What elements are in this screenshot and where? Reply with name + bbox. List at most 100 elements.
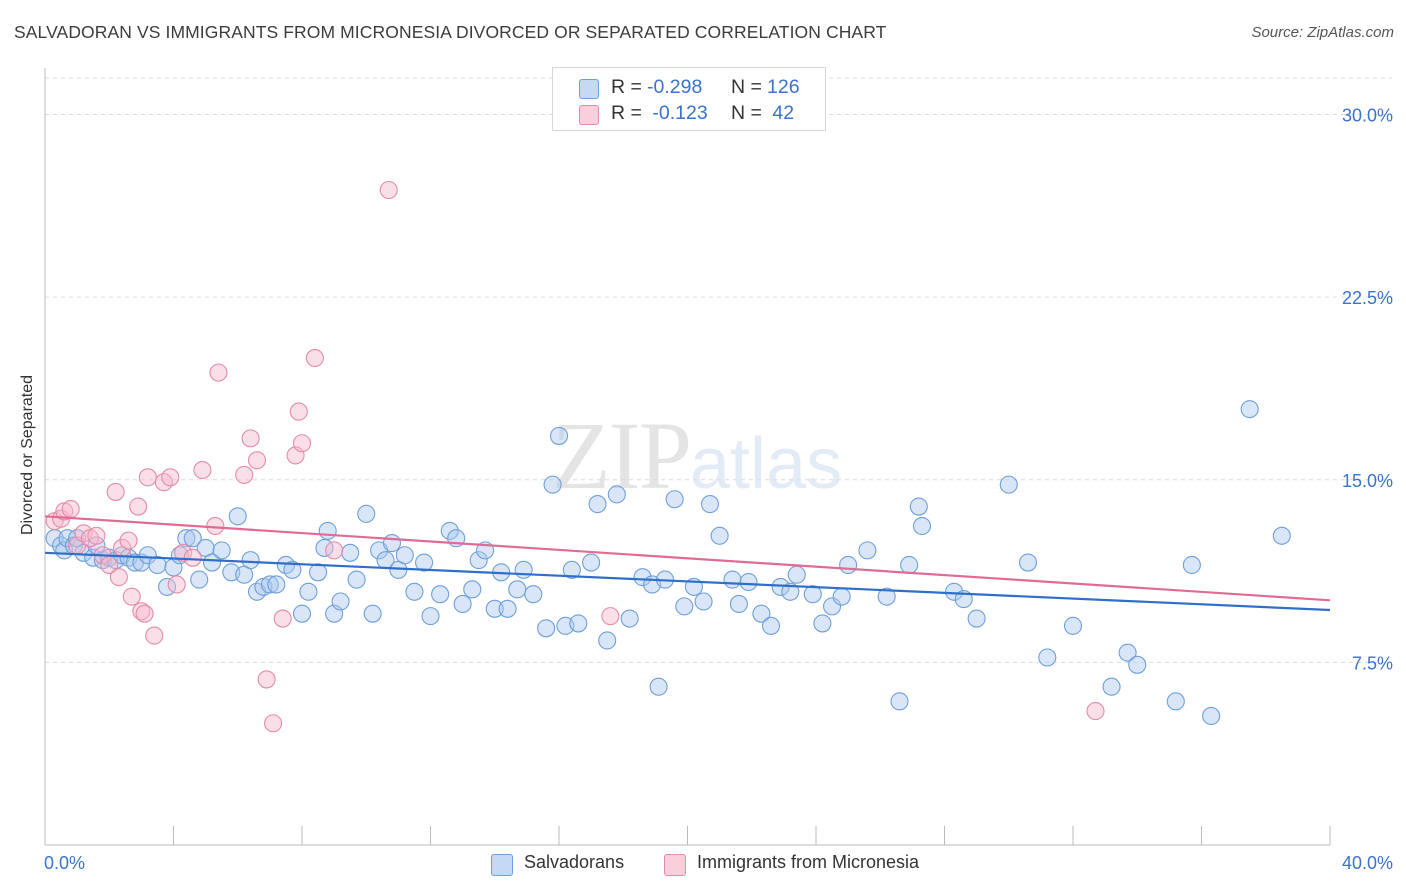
point-salvadorans [569,614,588,633]
point-micronesia [161,468,180,487]
n-label: N = [731,76,762,98]
point-salvadorans [729,594,748,613]
point-salvadorans [241,551,260,570]
point-micronesia [145,626,164,645]
point-salvadorans [588,495,607,514]
point-salvadorans [283,560,302,579]
point-salvadorans [900,555,919,575]
correlation-legend: R = -0.298 N = 126 R = -0.123 N = 42 [552,67,826,131]
point-salvadorans [341,543,360,562]
legend-label: Immigrants from Micronesia [697,852,920,872]
point-micronesia [235,465,254,484]
point-salvadorans [787,565,806,584]
point-salvadorans [318,521,337,540]
point-salvadorans [177,529,196,548]
point-salvadorans [832,587,851,606]
point-salvadorans [347,570,366,589]
trend-lines [44,515,1331,612]
point-salvadorans [761,616,781,635]
point-salvadorans [421,607,440,626]
r-value: -0.123 [647,102,708,124]
point-salvadorans [537,619,556,638]
point-micronesia [257,670,276,689]
point-salvadorans [633,568,652,587]
point-salvadorans [309,563,328,582]
point-micronesia [119,531,138,550]
point-salvadorans [469,551,488,570]
point-micronesia [325,541,344,560]
point-micronesia [379,180,398,200]
point-salvadorans [1182,555,1201,575]
point-salvadorans [752,604,771,623]
point-salvadorans [331,592,350,611]
y-tick-label: 30.0% [1342,106,1393,126]
axes [44,68,1331,846]
point-salvadorans [649,677,668,696]
point-salvadorans [1038,648,1057,667]
point-salvadorans [299,582,318,601]
point-micronesia [109,568,128,587]
point-salvadorans [463,580,482,599]
point-salvadorans [1166,692,1185,711]
point-micronesia [129,497,148,516]
legend-label: Salvadorans [524,852,625,872]
point-micronesia [241,429,260,448]
point-salvadorans [260,575,279,594]
watermark-zip: ZIP [552,402,692,509]
y-axis-label: Divorced or Separated [19,374,36,536]
point-micronesia [122,587,141,606]
point-salvadorans [363,604,382,623]
point-micronesia [601,607,620,626]
r-label: R = [611,102,642,124]
point-micronesia [183,548,202,567]
point-salvadorans [723,570,742,589]
trend-line-micronesia [44,515,1331,602]
point-micronesia [167,575,186,594]
point-salvadorans [675,597,694,616]
point-salvadorans [739,572,758,592]
point-salvadorans [813,614,832,633]
point-micronesia [209,363,228,382]
point-salvadorans [803,585,822,604]
legend-swatch-pink [664,854,686,876]
point-micronesia [264,714,283,733]
point-salvadorans [357,504,376,523]
n-label: N = [731,102,762,124]
x-tick-label: 40.0% [1342,853,1393,873]
r-label: R = [611,76,642,98]
point-salvadorans [228,507,247,526]
point-micronesia [247,451,267,470]
point-salvadorans [508,580,527,599]
point-micronesia [61,499,80,519]
n-value: 126 [767,76,800,98]
point-salvadorans [912,516,932,536]
legend-swatch-pink [579,105,599,125]
point-salvadorans [183,529,202,548]
point-salvadorans [267,575,286,594]
point-salvadorans [967,609,986,628]
point-salvadorans [607,485,626,504]
point-salvadorans [524,585,543,604]
y-tick-label: 15.0% [1342,471,1393,491]
point-salvadorans [877,587,896,606]
y-tick-label: 22.5% [1342,288,1393,308]
point-salvadorans [203,553,222,572]
point-salvadorans [562,560,581,579]
point-salvadorans [514,560,533,579]
point-micronesia [174,543,193,562]
point-salvadorans [549,426,569,445]
point-micronesia [87,526,106,545]
watermark: ZIPatlas [552,400,842,511]
point-salvadorans [665,490,684,509]
point-salvadorans [190,570,209,589]
point-salvadorans [212,541,231,560]
point-salvadorans [890,692,909,711]
r-value: -0.298 [647,76,703,98]
point-micronesia [305,348,324,368]
series-salvadorans [45,400,1291,725]
trend-line-salvadorans [44,551,1331,612]
point-micronesia [292,434,312,453]
point-salvadorans [1018,553,1038,572]
tick-labels: 7.5% 15.0% 22.5% 30.0% 0.0% 40.0% [44,106,1393,873]
